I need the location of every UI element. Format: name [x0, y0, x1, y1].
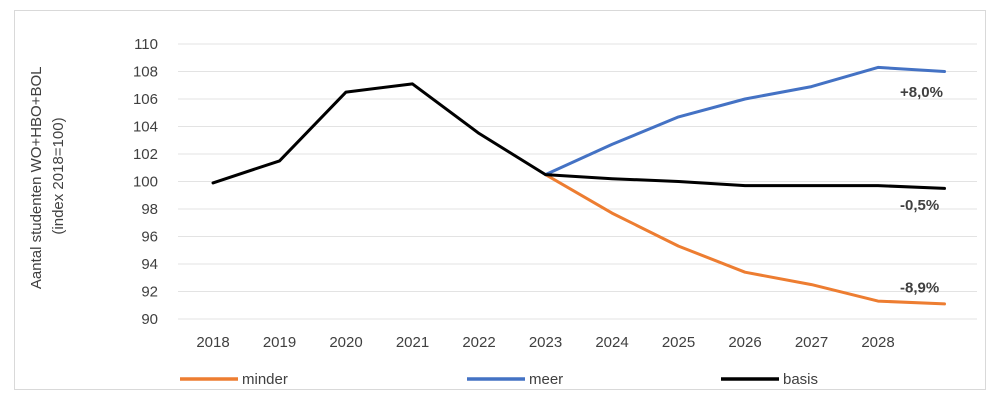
legend: minder meer basis	[180, 371, 818, 388]
series-line-basis	[211, 82, 946, 190]
y-tick-label: 100	[133, 174, 158, 191]
y-tick-label: 104	[133, 119, 158, 136]
x-tick-label: 2026	[728, 334, 761, 351]
series-lines	[211, 65, 946, 306]
y-tick-label: 94	[141, 256, 158, 273]
legend-label-basis: basis	[783, 371, 818, 388]
annotation-meer: +8,0%	[900, 84, 943, 101]
legend-label-minder: minder	[242, 371, 288, 388]
y-tick-label: 102	[133, 146, 158, 163]
x-tick-label: 2027	[795, 334, 828, 351]
y-tick-label: 108	[133, 64, 158, 81]
y-tick-label: 90	[141, 311, 158, 328]
x-tick-label: 2021	[396, 334, 429, 351]
y-tick-label: 98	[141, 201, 158, 218]
x-tick-label: 2025	[662, 334, 695, 351]
x-axis-ticks: 2018 2019 2020 2021 2022 2023 2024 2025 2026 2027…	[196, 334, 894, 351]
x-tick-label: 2023	[529, 334, 562, 351]
y-axis-ticks: 90 92 94 96 98 100 102 104 106 108 110	[133, 36, 158, 328]
gridlines	[178, 43, 977, 320]
annotations: +8,0% -0,5% -8,9%	[900, 84, 943, 296]
x-tick-label: 2019	[263, 334, 296, 351]
x-tick-label: 2028	[861, 334, 894, 351]
x-tick-label: 2020	[329, 334, 362, 351]
legend-label-meer: meer	[529, 371, 563, 388]
series-line-minder	[544, 173, 946, 306]
x-tick-label: 2024	[595, 334, 628, 351]
line-chart: 90 92 94 96 98 100 102 104 106 108 110 2018 2019 202…	[28, 36, 977, 388]
x-tick-label: 2018	[196, 334, 229, 351]
y-axis-label: Aantal studenten WO+HBO+BOL (index 2018=…	[28, 63, 67, 289]
y-axis-label-line-1: Aantal studenten WO+HBO+BOL	[28, 67, 45, 289]
chart-container: 90 92 94 96 98 100 102 104 106 108 110 2018 2019 202…	[14, 10, 986, 390]
y-tick-label: 96	[141, 229, 158, 246]
y-tick-label: 106	[133, 91, 158, 108]
annotation-minder: -8,9%	[900, 279, 939, 296]
series-line-meer	[544, 65, 946, 177]
y-tick-label: 92	[141, 284, 158, 301]
x-tick-label: 2022	[462, 334, 495, 351]
annotation-basis: -0,5%	[900, 197, 939, 214]
y-axis-label-line-2: (index 2018=100)	[50, 117, 67, 234]
y-tick-label: 110	[134, 36, 158, 53]
